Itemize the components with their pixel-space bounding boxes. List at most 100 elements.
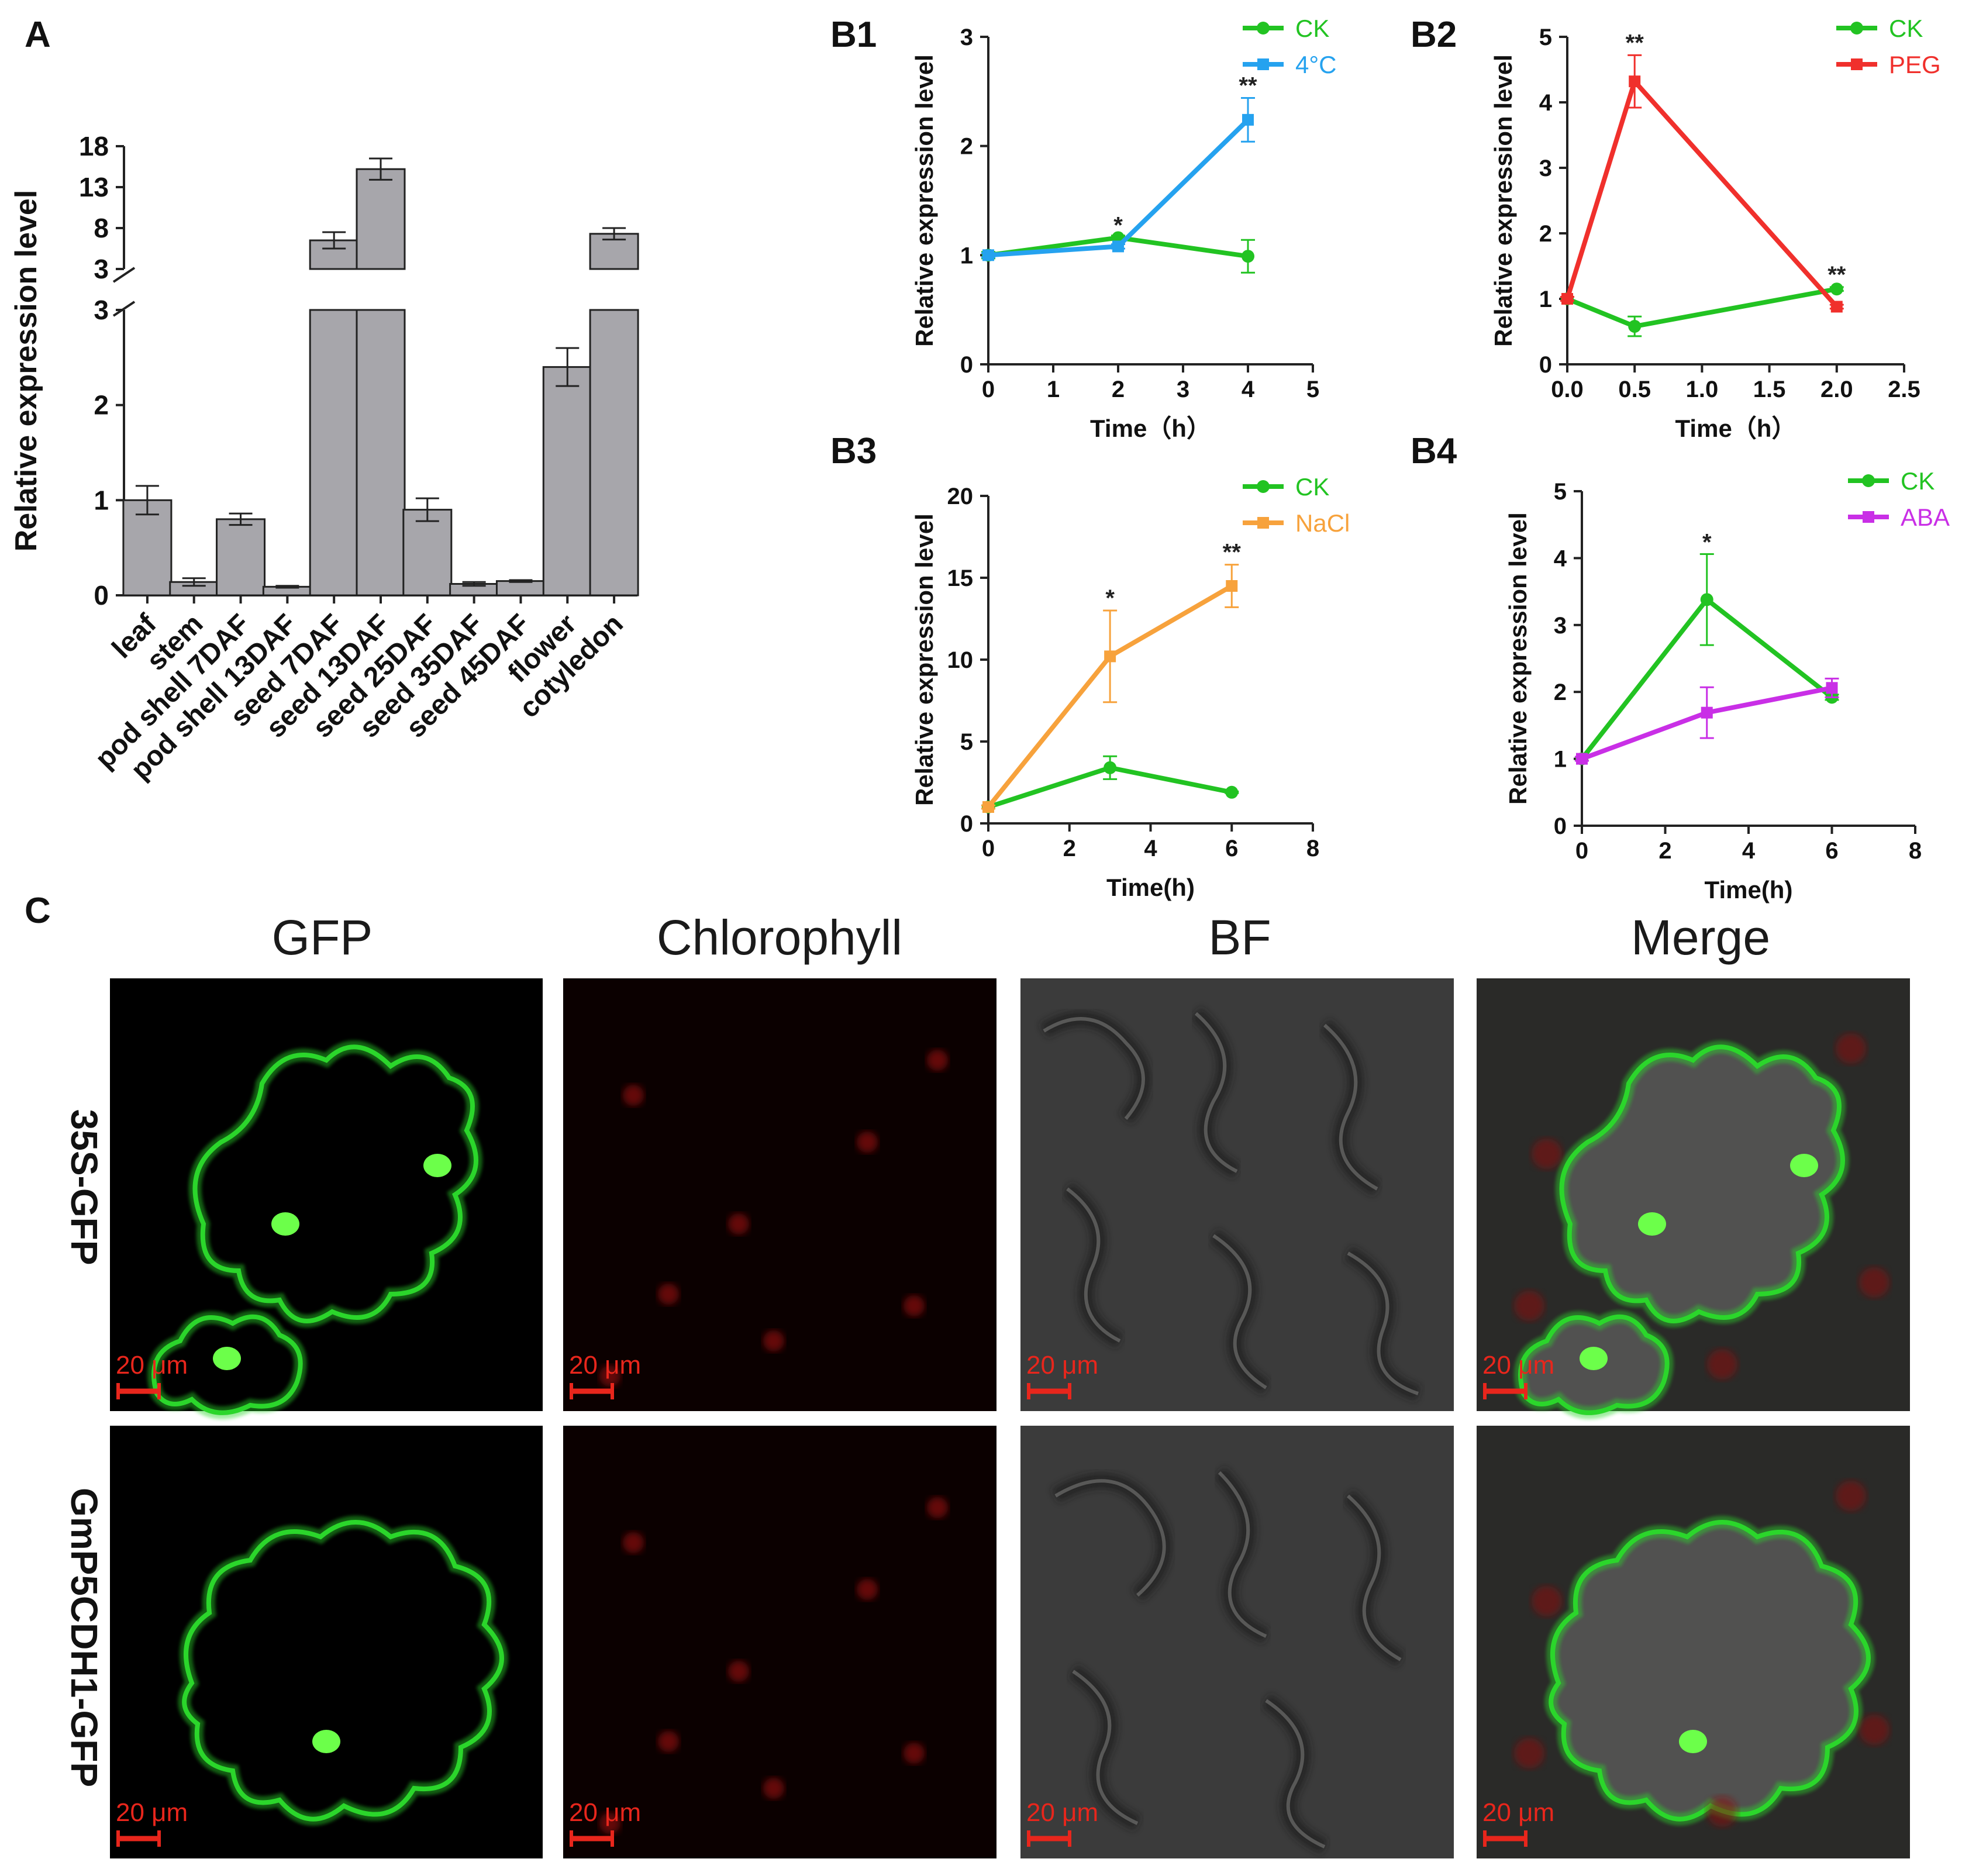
chlorophyll-spot xyxy=(728,1661,749,1682)
gfp-nucleus xyxy=(1580,1347,1608,1370)
data-point xyxy=(1830,301,1843,313)
data-point xyxy=(1830,282,1843,296)
column-header-chlorophyll: Chlorophyll xyxy=(657,910,902,965)
gfp-membrane xyxy=(151,1314,303,1415)
y-tick-label: 3 xyxy=(960,25,973,50)
y-tick-label: 3 xyxy=(94,254,109,284)
scale-bar-label: 20 μm xyxy=(569,1351,641,1380)
micrograph-35S-GFP-GFP: 20 μm xyxy=(110,978,543,1419)
chlorophyll-spot xyxy=(658,1731,679,1752)
data-point xyxy=(1225,785,1239,799)
significance-mark: ** xyxy=(1223,540,1242,565)
x-tick-label: 1.0 xyxy=(1686,377,1719,402)
significance-mark: * xyxy=(1105,585,1115,611)
micrograph-GmP5CDH1-GFP-BF: 20 μm xyxy=(1020,1426,1454,1858)
gfp-nucleus xyxy=(213,1347,241,1370)
x-tick-label: 0 xyxy=(982,377,995,402)
line-chart-salt-stress: 0 5 10 15 20 0 2 4 6 8 Time(h) Relative expression … xyxy=(911,473,1350,901)
bar-leaf xyxy=(122,499,173,596)
significance-mark: * xyxy=(1113,212,1123,238)
scale-bar-label: 20 μm xyxy=(1026,1351,1098,1380)
micrograph-GmP5CDH1-GFP-GFP: 20 μm xyxy=(110,1426,543,1858)
micrograph-GmP5CDH1-GFP-Chlorophyll: 20 μm xyxy=(563,1426,996,1858)
data-point xyxy=(1104,650,1116,663)
micrograph-background xyxy=(110,1426,543,1858)
gfp-membrane xyxy=(1518,1314,1670,1415)
line-chart-cold-stress: 0 1 2 3 0 1 2 3 4 5 Time（h） Relative expression lev… xyxy=(911,15,1337,442)
legend-marker xyxy=(1863,511,1874,523)
data-point xyxy=(982,249,994,261)
chlorophyll-spot xyxy=(1836,1033,1866,1064)
scale-bar-label: 20 μm xyxy=(1026,1798,1098,1827)
bf-cell-wall-highlight xyxy=(1323,1023,1378,1191)
panel-label-b4: B4 xyxy=(1411,431,1457,471)
data-point xyxy=(1242,113,1254,126)
panel-label-b1: B1 xyxy=(830,15,877,55)
y-tick-label: 13 xyxy=(79,172,109,202)
data-point xyxy=(982,801,994,813)
y-tick-label: 1 xyxy=(1554,747,1567,773)
chlorophyll-spot xyxy=(927,1050,948,1071)
row-label-35s-gfp: 35S-GFP xyxy=(63,1109,105,1265)
panel-b4: B4 0 1 2 3 4 5 0 2 4 6 8 Time(h) Relative expression… xyxy=(1411,431,1950,903)
legend-label-CK: CK xyxy=(1901,467,1935,495)
y-tick-label: 4 xyxy=(1539,90,1553,116)
legend-label-CK: CK xyxy=(1295,473,1329,501)
panel-label-b3: B3 xyxy=(830,431,877,471)
chlorophyll-spot xyxy=(728,1213,749,1234)
bar-pod-shell-7DAF xyxy=(216,518,266,596)
y-tick-label: 1 xyxy=(94,485,109,515)
data-point xyxy=(1576,753,1588,765)
gfp-nucleus xyxy=(1679,1730,1707,1753)
y-tick-label: 8 xyxy=(94,213,109,243)
chlorophyll-spot xyxy=(658,1284,679,1305)
bar-seed-45DAF xyxy=(495,580,546,596)
y-tick-label: 10 xyxy=(947,647,974,673)
chlorophyll-spot xyxy=(927,1497,948,1518)
legend-marker xyxy=(1257,58,1269,70)
chlorophyll-spot xyxy=(1707,1796,1737,1827)
y-tick-label: 0 xyxy=(960,811,973,837)
gfp-membrane xyxy=(1549,1520,1871,1822)
y-tick-label: 1 xyxy=(1539,287,1552,312)
bf-cell-wall-highlight xyxy=(1195,1012,1238,1173)
gfp-nucleus xyxy=(312,1730,340,1753)
legend-marker xyxy=(1850,22,1863,35)
chlorophyll-spot xyxy=(623,1532,644,1553)
x-tick-label: 8 xyxy=(1306,836,1319,861)
legend-label-CK: CK xyxy=(1295,15,1329,42)
bar-seed-25DAF xyxy=(402,509,453,596)
x-tick-label: 2 xyxy=(1063,836,1076,861)
micrograph-35S-GFP-Chlorophyll: 20 μm xyxy=(563,978,996,1411)
x-axis-title: Time（h） xyxy=(1090,415,1211,442)
bar-seed-13DAF-upper xyxy=(356,168,406,270)
data-point xyxy=(1226,580,1238,592)
chlorophyll-spot xyxy=(1859,1715,1889,1745)
data-point xyxy=(1104,761,1117,774)
y-tick-label: 2 xyxy=(960,134,973,160)
y-axis-title: Relative expression level xyxy=(1489,54,1517,347)
y-tick-label: 5 xyxy=(960,729,973,755)
bf-cell-wall-highlight xyxy=(1347,1251,1419,1395)
bf-cell-wall-highlight xyxy=(1054,1479,1166,1597)
column-header-merge: Merge xyxy=(1631,910,1770,965)
x-tick-label: 2.5 xyxy=(1888,377,1920,402)
data-point xyxy=(1561,293,1573,305)
y-tick-label: 0 xyxy=(1554,813,1567,839)
data-point xyxy=(1628,320,1642,333)
panel-b2: B2 0 1 2 3 4 5 0.0 0.5 1.0 1.5 2.0 2.5 Time（h） Relati… xyxy=(1411,15,1941,442)
chlorophyll-spot xyxy=(599,1813,620,1834)
y-axis-title: Relative expression level xyxy=(9,190,43,552)
bf-cell-wall-highlight xyxy=(1218,1471,1267,1638)
row-label-gmp5cdh1-gfp: GmP5CDH1-GFP xyxy=(63,1488,105,1787)
legend-label-PEG: PEG xyxy=(1889,51,1941,78)
line-chart-peg-stress: 0 1 2 3 4 5 0.0 0.5 1.0 1.5 2.0 2.5 Time（h） Relative … xyxy=(1489,15,1941,442)
panel-b1: B1 0 1 2 3 0 1 2 3 4 5 Time（h） Relative expression … xyxy=(830,15,1337,442)
cell-interior xyxy=(1551,1522,1868,1819)
gfp-nucleus xyxy=(1638,1212,1666,1236)
chlorophyll-spot xyxy=(1514,1738,1544,1768)
y-tick-label: 0 xyxy=(960,352,973,378)
y-axis-title: Relative expression level xyxy=(911,513,938,806)
